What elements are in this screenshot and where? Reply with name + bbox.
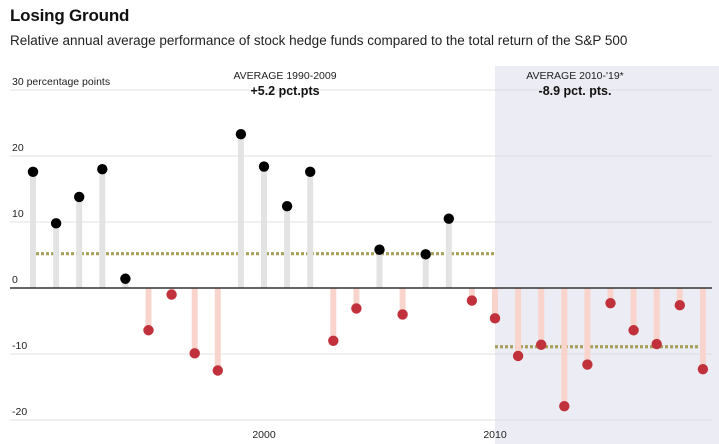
data-point bbox=[328, 335, 339, 346]
data-point bbox=[97, 164, 108, 175]
data-point bbox=[27, 166, 39, 178]
data-point bbox=[305, 166, 316, 178]
data-point bbox=[512, 350, 524, 362]
data-point bbox=[420, 249, 431, 260]
recent-period-shade bbox=[495, 66, 719, 444]
gridlines bbox=[10, 89, 712, 421]
x-axis-ticks: 2000 2010 bbox=[252, 429, 507, 441]
average-label: AVERAGE 2010-'19* bbox=[526, 70, 624, 82]
data-point bbox=[374, 244, 385, 255]
data-point bbox=[697, 363, 709, 375]
average-value: +5.2 pct.pts bbox=[250, 84, 319, 98]
data-point bbox=[489, 313, 501, 324]
data-point bbox=[189, 348, 200, 359]
data-points bbox=[27, 129, 709, 412]
data-point bbox=[166, 289, 177, 300]
data-point bbox=[605, 297, 616, 309]
data-point bbox=[674, 299, 685, 311]
y-axis-ticks: 30 percentage points 20 10 0 -10 -20 bbox=[12, 76, 110, 418]
data-point bbox=[536, 339, 547, 350]
y-tick-label: -10 bbox=[12, 340, 27, 352]
data-point bbox=[351, 303, 362, 314]
y-tick-label: 10 bbox=[12, 208, 24, 220]
data-point bbox=[235, 129, 247, 140]
data-point bbox=[559, 400, 570, 412]
data-point bbox=[397, 309, 408, 320]
average-annotations: AVERAGE 1990-2009 +5.2 pct.pts AVERAGE 201… bbox=[233, 70, 623, 98]
data-point bbox=[258, 161, 270, 172]
x-tick-label: 2010 bbox=[483, 429, 507, 441]
stems bbox=[30, 134, 706, 407]
data-point bbox=[628, 325, 639, 336]
data-point bbox=[651, 338, 662, 350]
chart-subtitle: Relative annual average performance of s… bbox=[10, 33, 628, 48]
average-value: -8.9 pct. pts. bbox=[539, 84, 612, 98]
data-point bbox=[120, 273, 131, 284]
average-label: AVERAGE 1990-2009 bbox=[233, 70, 336, 82]
x-tick-label: 2000 bbox=[252, 429, 276, 441]
data-point bbox=[281, 200, 293, 212]
data-point bbox=[143, 325, 154, 336]
data-point bbox=[212, 365, 223, 376]
data-point bbox=[443, 213, 454, 224]
y-tick-label: -20 bbox=[12, 406, 27, 418]
y-tick-label: 20 bbox=[12, 142, 24, 154]
data-point bbox=[466, 295, 478, 306]
data-point bbox=[50, 218, 62, 229]
y-tick-label: 30 percentage points bbox=[12, 76, 110, 88]
chart-title: Losing Ground bbox=[10, 6, 130, 25]
y-tick-label: 0 bbox=[12, 274, 18, 286]
data-point bbox=[74, 191, 85, 203]
data-point bbox=[582, 359, 593, 370]
